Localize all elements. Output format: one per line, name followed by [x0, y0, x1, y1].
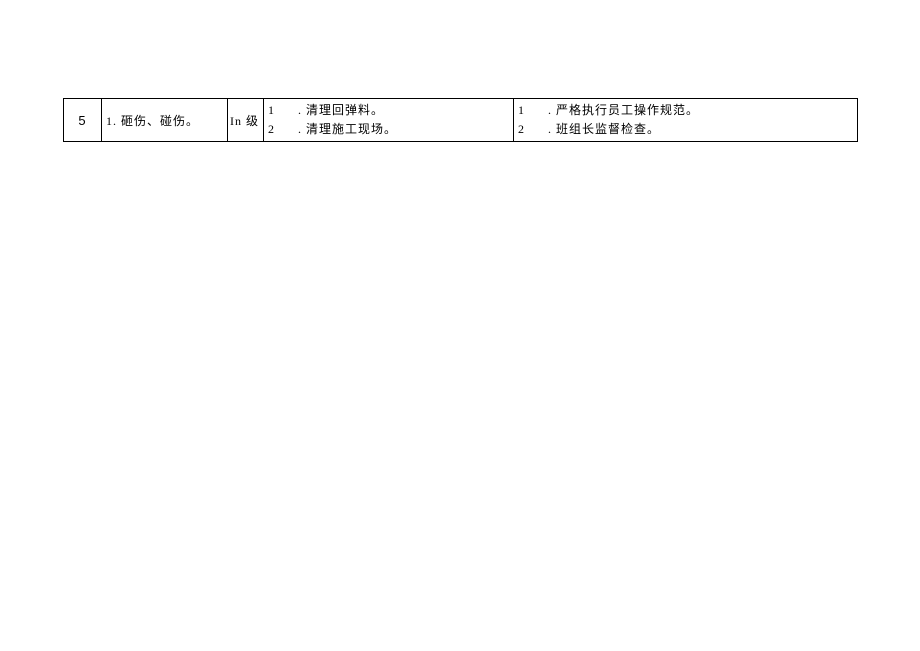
content2-cell: 1 . 严格执行员工操作规范。 2 . 班组长监督检查。 [514, 99, 858, 142]
content1-line1-num: 1 [268, 101, 298, 120]
content2-line2-text: . 班组长监督检查。 [548, 120, 853, 139]
content1-line1: 1 . 清理回弹料。 [268, 101, 509, 120]
content2-line1-num: 1 [518, 101, 548, 120]
content2-line1: 1 . 严格执行员工操作规范。 [518, 101, 853, 120]
level-cell: In 级 [228, 99, 264, 142]
content2-line2: 2 . 班组长监督检查。 [518, 120, 853, 139]
content2-line2-num: 2 [518, 120, 548, 139]
content2-lines: 1 . 严格执行员工操作规范。 2 . 班组长监督检查。 [518, 101, 853, 139]
content2-line1-text: . 严格执行员工操作规范。 [548, 101, 853, 120]
description-text: 1. 砸伤、碰伤。 [106, 114, 199, 128]
description-cell: 1. 砸伤、碰伤。 [102, 99, 228, 142]
content1-line2: 2 . 清理施工现场。 [268, 120, 509, 139]
row-number-cell: 5 [64, 99, 102, 142]
content1-line1-text: . 清理回弹料。 [298, 101, 509, 120]
level-text: In 级 [230, 114, 259, 128]
content1-line2-text: . 清理施工现场。 [298, 120, 509, 139]
content1-line2-num: 2 [268, 120, 298, 139]
document-table-container: 5 1. 砸伤、碰伤。 In 级 1 . 清理回弹料。 2 . 清理施工现场。 [63, 98, 858, 142]
content1-cell: 1 . 清理回弹料。 2 . 清理施工现场。 [264, 99, 514, 142]
risk-table: 5 1. 砸伤、碰伤。 In 级 1 . 清理回弹料。 2 . 清理施工现场。 [63, 98, 858, 142]
row-number: 5 [78, 113, 86, 128]
content1-lines: 1 . 清理回弹料。 2 . 清理施工现场。 [268, 101, 509, 139]
table-row: 5 1. 砸伤、碰伤。 In 级 1 . 清理回弹料。 2 . 清理施工现场。 [64, 99, 858, 142]
